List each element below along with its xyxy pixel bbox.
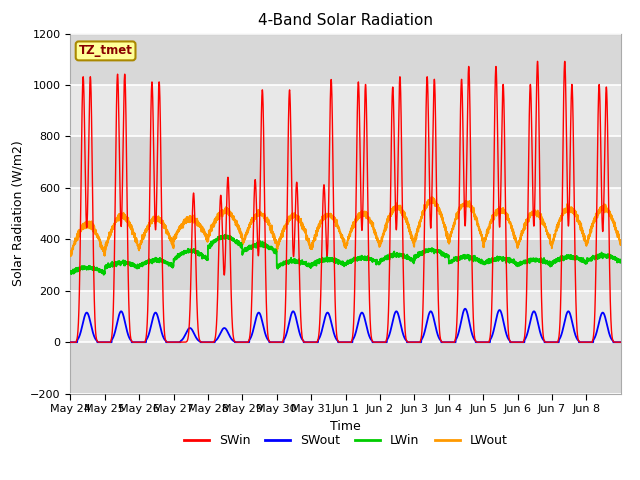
Bar xyxy=(70,342,621,394)
Bar xyxy=(70,136,621,188)
Text: TZ_tmet: TZ_tmet xyxy=(79,44,132,58)
X-axis label: Time: Time xyxy=(330,420,361,432)
Title: 4-Band Solar Radiation: 4-Band Solar Radiation xyxy=(258,13,433,28)
Y-axis label: Solar Radiation (W/m2): Solar Radiation (W/m2) xyxy=(12,141,24,287)
Legend: SWin, SWout, LWin, LWout: SWin, SWout, LWin, LWout xyxy=(179,429,513,452)
Bar xyxy=(70,188,621,240)
Bar xyxy=(70,240,621,291)
Bar xyxy=(70,85,621,136)
Bar xyxy=(70,34,621,85)
Bar xyxy=(70,291,621,342)
